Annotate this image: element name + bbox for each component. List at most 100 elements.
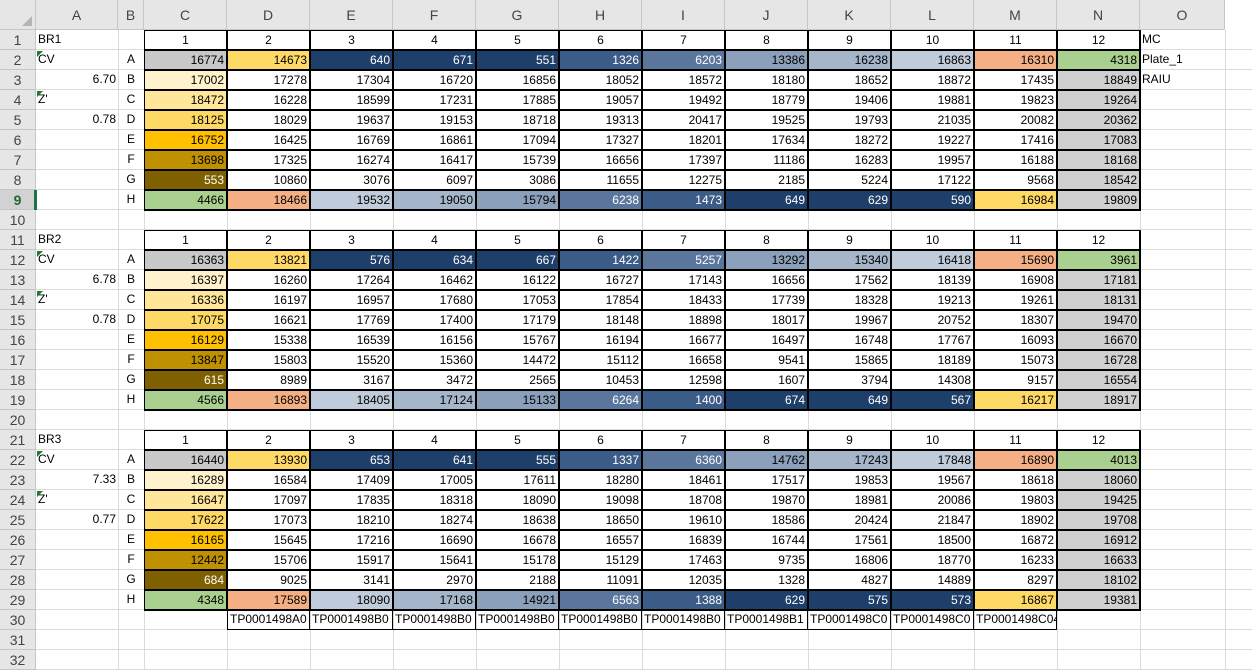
- well-value[interactable]: 18168: [1057, 150, 1140, 170]
- well-value[interactable]: 17097: [227, 490, 310, 510]
- well-value[interactable]: 15112: [559, 350, 642, 370]
- well-value[interactable]: 2970: [393, 570, 476, 590]
- plate-row-label[interactable]: H: [126, 592, 136, 606]
- column-header-d[interactable]: D: [227, 0, 310, 30]
- well-value[interactable]: 19853: [808, 470, 891, 490]
- well-value[interactable]: 3472: [393, 370, 476, 390]
- plate-column-header[interactable]: 1: [144, 430, 227, 450]
- well-value[interactable]: 17243: [808, 450, 891, 470]
- well-value[interactable]: 9568: [974, 170, 1057, 190]
- well-value[interactable]: 14673: [227, 50, 310, 70]
- plate-column-header[interactable]: 6: [559, 230, 642, 250]
- well-value[interactable]: 18274: [393, 510, 476, 530]
- well-value[interactable]: 16744: [725, 530, 808, 550]
- well-value[interactable]: 15865: [808, 350, 891, 370]
- plate-row-label[interactable]: B: [126, 72, 135, 86]
- well-value[interactable]: 19406: [808, 90, 891, 110]
- well-value[interactable]: 6563: [559, 590, 642, 610]
- tp-id-label[interactable]: TP0001498B0: [476, 610, 559, 630]
- well-value[interactable]: 18461: [642, 470, 725, 490]
- well-value[interactable]: 16363: [144, 250, 227, 270]
- row-header-30[interactable]: 30: [0, 610, 36, 630]
- well-value[interactable]: 16289: [144, 470, 227, 490]
- row-header-32[interactable]: 32: [0, 650, 36, 670]
- cv-label[interactable]: CV: [38, 452, 55, 466]
- row-header-13[interactable]: 13: [0, 270, 36, 290]
- plate-column-header[interactable]: 7: [642, 30, 725, 50]
- well-value[interactable]: 4466: [144, 190, 227, 210]
- well-value[interactable]: 16283: [808, 150, 891, 170]
- row-header-7[interactable]: 7: [0, 150, 36, 170]
- well-value[interactable]: 17264: [310, 270, 393, 290]
- well-value[interactable]: 16425: [227, 130, 310, 150]
- plate-column-header[interactable]: 3: [310, 230, 393, 250]
- column-header-i[interactable]: I: [642, 0, 725, 30]
- well-value[interactable]: 19227: [891, 130, 974, 150]
- well-value[interactable]: 18708: [642, 490, 725, 510]
- well-value[interactable]: 551: [476, 50, 559, 70]
- column-header-b[interactable]: B: [118, 0, 144, 30]
- tp-id-label[interactable]: TP0001498B0: [310, 610, 393, 630]
- well-value[interactable]: 14889: [891, 570, 974, 590]
- column-header-l[interactable]: L: [891, 0, 974, 30]
- plate-column-header[interactable]: 12: [1057, 30, 1140, 50]
- cv-value[interactable]: 6.78: [92, 272, 116, 286]
- block-name[interactable]: BR2: [38, 232, 62, 246]
- well-value[interactable]: 15803: [227, 350, 310, 370]
- row-header-10[interactable]: 10: [0, 210, 36, 230]
- plate-row-label[interactable]: D: [126, 312, 136, 326]
- well-value[interactable]: 16238: [808, 50, 891, 70]
- well-value[interactable]: 13292: [725, 250, 808, 270]
- well-value[interactable]: 649: [808, 390, 891, 410]
- well-value[interactable]: 16233: [974, 550, 1057, 570]
- plate-row-label[interactable]: H: [126, 392, 136, 406]
- well-value[interactable]: 14921: [476, 590, 559, 610]
- well-value[interactable]: 667: [476, 250, 559, 270]
- well-value[interactable]: 553: [144, 170, 227, 190]
- well-value[interactable]: 16417: [393, 150, 476, 170]
- well-value[interactable]: 17143: [642, 270, 725, 290]
- well-value[interactable]: 576: [310, 250, 393, 270]
- row-header-31[interactable]: 31: [0, 630, 36, 650]
- plate-column-header[interactable]: 8: [725, 430, 808, 450]
- well-value[interactable]: 17094: [476, 130, 559, 150]
- well-value[interactable]: 19313: [559, 110, 642, 130]
- plate-column-header[interactable]: 1: [144, 30, 227, 50]
- column-header-m[interactable]: M: [974, 0, 1057, 30]
- plate-row-label[interactable]: G: [126, 372, 136, 386]
- well-value[interactable]: 18148: [559, 310, 642, 330]
- row-header-25[interactable]: 25: [0, 510, 36, 530]
- well-value[interactable]: 16769: [310, 130, 393, 150]
- row-header-8[interactable]: 8: [0, 170, 36, 190]
- well-value[interactable]: 4566: [144, 390, 227, 410]
- well-value[interactable]: 15645: [227, 530, 310, 550]
- well-value[interactable]: 19793: [808, 110, 891, 130]
- plate-row-label[interactable]: G: [126, 572, 136, 586]
- row-header-4[interactable]: 4: [0, 90, 36, 110]
- well-value[interactable]: 17416: [974, 130, 1057, 150]
- row-header-12[interactable]: 12: [0, 250, 36, 270]
- well-value[interactable]: 16584: [227, 470, 310, 490]
- plate-column-header[interactable]: 7: [642, 230, 725, 250]
- well-value[interactable]: 17885: [476, 90, 559, 110]
- well-value[interactable]: 15360: [393, 350, 476, 370]
- well-value[interactable]: 17216: [310, 530, 393, 550]
- plate-column-header[interactable]: 3: [310, 430, 393, 450]
- well-value[interactable]: 17304: [310, 70, 393, 90]
- well-value[interactable]: 17124: [393, 390, 476, 410]
- z-prime-value[interactable]: 0.78: [92, 312, 116, 326]
- well-value[interactable]: 17181: [1057, 270, 1140, 290]
- row-header-26[interactable]: 26: [0, 530, 36, 550]
- well-value[interactable]: 6203: [642, 50, 725, 70]
- well-value[interactable]: 18638: [476, 510, 559, 530]
- well-value[interactable]: 18052: [559, 70, 642, 90]
- well-value[interactable]: 17769: [310, 310, 393, 330]
- row-header-11[interactable]: 11: [0, 230, 36, 250]
- well-value[interactable]: 17179: [476, 310, 559, 330]
- well-value[interactable]: 18125: [144, 110, 227, 130]
- well-value[interactable]: 18280: [559, 470, 642, 490]
- tp-id-label[interactable]: TP0001498B0: [393, 610, 476, 630]
- row-header-3[interactable]: 3: [0, 70, 36, 90]
- well-value[interactable]: 16260: [227, 270, 310, 290]
- well-value[interactable]: 18180: [725, 70, 808, 90]
